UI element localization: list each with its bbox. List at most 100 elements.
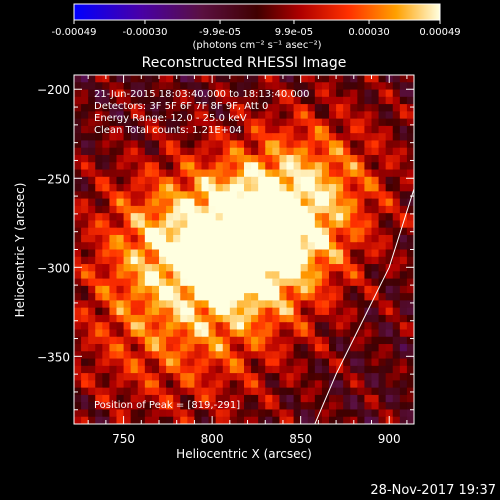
heatmap-cell xyxy=(329,293,337,301)
heatmap-cell xyxy=(357,336,365,345)
heatmap-cell xyxy=(251,351,259,360)
heatmap-cell xyxy=(236,133,245,141)
heatmap-cell xyxy=(321,402,330,410)
heatmap-cell xyxy=(74,191,82,200)
heatmap-cell xyxy=(151,300,160,309)
heatmap-cell xyxy=(109,104,117,112)
heatmap-cell xyxy=(343,278,351,287)
heatmap-cell xyxy=(144,300,153,309)
heatmap-cell xyxy=(399,344,408,352)
heatmap-cell xyxy=(208,96,217,105)
heatmap-cell xyxy=(385,140,394,149)
heatmap-cell xyxy=(392,322,401,330)
heatmap-cell xyxy=(81,184,89,192)
heatmap-cell xyxy=(159,300,167,309)
heatmap-cell xyxy=(286,162,295,171)
heatmap-cell xyxy=(244,300,252,309)
heatmap-cell xyxy=(123,198,132,207)
heatmap-cell xyxy=(244,271,252,280)
heatmap-cell xyxy=(272,373,280,381)
heatmap-cell xyxy=(102,344,110,352)
heatmap-cell xyxy=(378,394,387,403)
heatmap-cell xyxy=(371,82,380,91)
heatmap-cell xyxy=(95,380,103,389)
heatmap-cell xyxy=(201,234,210,243)
heatmap-cell xyxy=(286,169,295,178)
heatmap-cell xyxy=(187,191,195,200)
heatmap-cell xyxy=(166,125,174,134)
heatmap-cell xyxy=(371,213,380,221)
heatmap-cell xyxy=(265,140,273,149)
heatmap-cell xyxy=(151,118,160,127)
heatmap-cell xyxy=(314,184,323,192)
heatmap-cell xyxy=(116,220,125,229)
heatmap-cell xyxy=(364,154,372,163)
heatmap-cell xyxy=(81,125,89,134)
heatmap-cell xyxy=(258,213,266,221)
heatmap-cell xyxy=(286,125,295,134)
heatmap-cell xyxy=(102,220,110,229)
heatmap-cell xyxy=(81,234,89,243)
heatmap-cell xyxy=(258,409,266,418)
heatmap-cell xyxy=(357,358,365,367)
heatmap-cell xyxy=(215,314,224,323)
heatmap-cell xyxy=(208,140,217,149)
heatmap-cell xyxy=(109,322,117,330)
heatmap-cell xyxy=(180,111,188,120)
heatmap-cell xyxy=(279,191,287,200)
heatmap-cell xyxy=(102,322,110,330)
heatmap-cell xyxy=(406,380,414,389)
heatmap-cell xyxy=(350,154,358,163)
heatmap-cell xyxy=(116,154,125,163)
heatmap-cell xyxy=(286,111,295,120)
heatmap-cell xyxy=(314,198,323,207)
heatmap-cell xyxy=(321,213,330,221)
heatmap-cell xyxy=(286,293,295,301)
heatmap-cell xyxy=(300,314,309,323)
heatmap-cell xyxy=(378,373,387,381)
heatmap-cell xyxy=(187,322,195,330)
heatmap-cell xyxy=(371,176,380,185)
heatmap-cell xyxy=(265,278,273,287)
heatmap-cell xyxy=(222,285,231,294)
heatmap-cell xyxy=(88,358,96,367)
heatmap-cell xyxy=(406,416,414,424)
heatmap-cell xyxy=(201,344,210,352)
heatmap-cell xyxy=(194,293,202,301)
heatmap-cell xyxy=(116,256,125,265)
heatmap-cell xyxy=(151,111,160,120)
heatmap-cell xyxy=(336,96,344,105)
heatmap-cell xyxy=(159,154,167,163)
heatmap-cell xyxy=(406,322,414,330)
heatmap-cell xyxy=(180,409,188,418)
heatmap-cell xyxy=(123,285,132,294)
heatmap-cell xyxy=(180,75,188,83)
heatmap-cell xyxy=(229,256,238,265)
heatmap-cell xyxy=(109,220,117,229)
heatmap-cell xyxy=(357,351,365,360)
heatmap-cell xyxy=(385,154,394,163)
heatmap-cell xyxy=(293,140,302,149)
heatmap-cell xyxy=(244,409,252,418)
heatmap-cell xyxy=(350,293,358,301)
heatmap-cell xyxy=(201,184,210,192)
heatmap-cell xyxy=(159,307,167,316)
heatmap-cell xyxy=(279,373,287,381)
heatmap-cell xyxy=(329,329,337,338)
heatmap-cell xyxy=(187,358,195,367)
heatmap-cell xyxy=(329,162,337,171)
heatmap-cell xyxy=(279,125,287,134)
heatmap-cell xyxy=(406,409,414,418)
heatmap-cell xyxy=(236,147,245,156)
heatmap-cell xyxy=(180,118,188,127)
heatmap-cell xyxy=(279,314,287,323)
heatmap-cell xyxy=(130,293,139,301)
heatmap-cell xyxy=(95,358,103,367)
heatmap-cell xyxy=(180,133,188,141)
heatmap-cell xyxy=(222,351,231,360)
heatmap-cell xyxy=(300,409,309,418)
heatmap-cell xyxy=(314,344,323,352)
heatmap-cell xyxy=(314,234,323,243)
heatmap-cell xyxy=(201,96,210,105)
heatmap-cell xyxy=(329,75,337,83)
